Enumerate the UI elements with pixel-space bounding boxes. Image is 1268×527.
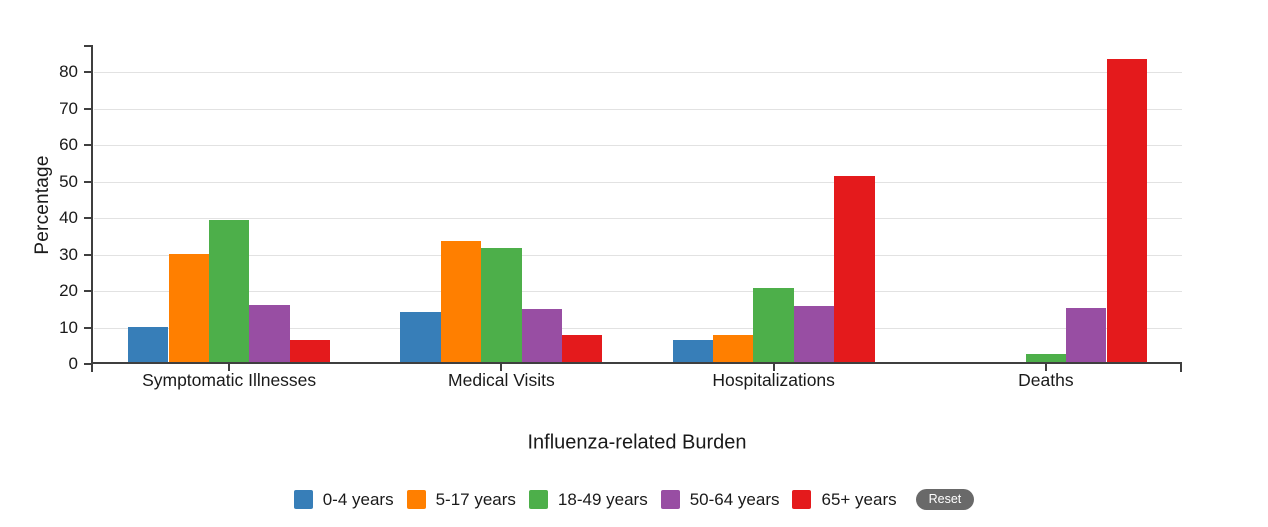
y-tick-label-50: 50	[59, 172, 78, 191]
y-tick-30	[84, 254, 91, 256]
bar-65+-years-Medical-Visits[interactable]	[562, 335, 603, 362]
legend-label: 0-4 years	[322, 489, 394, 509]
y-tick-label-10: 10	[59, 318, 78, 337]
x-tick-Deaths	[1044, 364, 1047, 371]
y-tick-50	[84, 181, 91, 183]
reset-button[interactable]: Reset	[915, 489, 975, 510]
legend-swatch-icon	[406, 490, 426, 509]
x-axis-end-cap	[1180, 362, 1182, 372]
bar-5-17-years-Medical-Visits[interactable]	[440, 241, 482, 362]
gridline-80	[94, 72, 1182, 73]
x-tick-Medical-Visits	[500, 364, 503, 371]
bar-5-17-years-Hospitalizations[interactable]	[713, 335, 754, 362]
legend-label: 5-17 years	[435, 489, 516, 509]
y-tick-60	[84, 144, 91, 146]
y-axis-line	[91, 45, 93, 372]
y-tick-10	[84, 327, 91, 329]
y-tick-label-30: 30	[59, 245, 78, 264]
bar-65+-years-Deaths[interactable]	[1106, 59, 1147, 362]
y-axis-top-cap	[84, 45, 91, 47]
bar-50-64-years-Symptomatic-Illnesses[interactable]	[249, 305, 290, 362]
bar-65+-years-Symptomatic-Illnesses[interactable]	[289, 340, 331, 362]
legend-item-18-49-years[interactable]: 18-49 years	[528, 489, 648, 510]
bar-0-4-years-Medical-Visits[interactable]	[400, 312, 441, 362]
y-axis-title: Percentage	[32, 155, 53, 255]
x-axis-title: Influenza-related Burden	[527, 431, 747, 454]
y-tick-label-40: 40	[59, 208, 78, 227]
y-tick-label-70: 70	[59, 99, 78, 118]
x-category-label: Deaths	[1018, 370, 1074, 390]
bar-50-64-years-Hospitalizations[interactable]	[793, 306, 835, 362]
y-tick-label-60: 60	[59, 135, 78, 154]
y-tick-label-80: 80	[59, 62, 78, 81]
x-tick-Symptomatic-Illnesses	[228, 364, 231, 371]
bar-18-49-years-Medical-Visits[interactable]	[481, 248, 522, 362]
gridline-20	[94, 291, 1182, 292]
bar-18-49-years-Deaths[interactable]	[1025, 354, 1067, 362]
x-category-label: Hospitalizations	[712, 370, 835, 390]
bar-50-64-years-Deaths[interactable]	[1066, 308, 1107, 362]
x-axis-line	[91, 362, 1182, 364]
legend-label: 50-64 years	[689, 489, 780, 509]
legend-swatch-icon	[528, 490, 548, 509]
legend-swatch-icon	[792, 490, 812, 509]
gridline-50	[94, 182, 1182, 183]
legend-swatch-icon	[660, 490, 680, 509]
bar-0-4-years-Hospitalizations[interactable]	[672, 340, 713, 362]
bar-50-64-years-Medical-Visits[interactable]	[521, 309, 562, 362]
gridline-10	[94, 328, 1182, 329]
legend-label: 65+ years	[821, 489, 897, 509]
y-tick-20	[84, 290, 91, 292]
x-category-label: Symptomatic Illnesses	[142, 370, 317, 390]
y-tick-0	[84, 363, 91, 365]
legend-item-5-17-years[interactable]: 5-17 years	[406, 489, 516, 510]
gridline-30	[94, 255, 1182, 256]
bar-65+-years-Hospitalizations[interactable]	[834, 176, 875, 362]
bar-18-49-years-Symptomatic-Illnesses[interactable]	[208, 220, 250, 362]
bar-5-17-years-Symptomatic-Illnesses[interactable]	[168, 254, 209, 362]
y-tick-40	[84, 217, 91, 219]
gridline-60	[94, 145, 1182, 146]
y-tick-label-20: 20	[59, 281, 78, 300]
legend-item-50-64-years[interactable]: 50-64 years	[660, 489, 780, 510]
y-tick-70	[84, 108, 91, 110]
bar-0-4-years-Symptomatic-Illnesses[interactable]	[128, 327, 169, 362]
legend-item-65+-years[interactable]: 65+ years	[792, 489, 897, 510]
x-tick-Hospitalizations	[772, 364, 775, 371]
legend-label: 18-49 years	[557, 489, 648, 509]
x-category-label: Medical Visits	[448, 370, 555, 390]
y-tick-label-0: 0	[68, 354, 78, 373]
legend: 0-4 years 5-17 years 18-49 years 50-64 year…	[0, 489, 1268, 510]
gridline-40	[94, 218, 1182, 219]
legend-swatch-icon	[293, 490, 313, 509]
gridline-70	[94, 109, 1182, 110]
bar-18-49-years-Hospitalizations[interactable]	[753, 288, 794, 362]
legend-item-0-4-years[interactable]: 0-4 years	[293, 489, 394, 510]
y-tick-80	[84, 71, 91, 73]
